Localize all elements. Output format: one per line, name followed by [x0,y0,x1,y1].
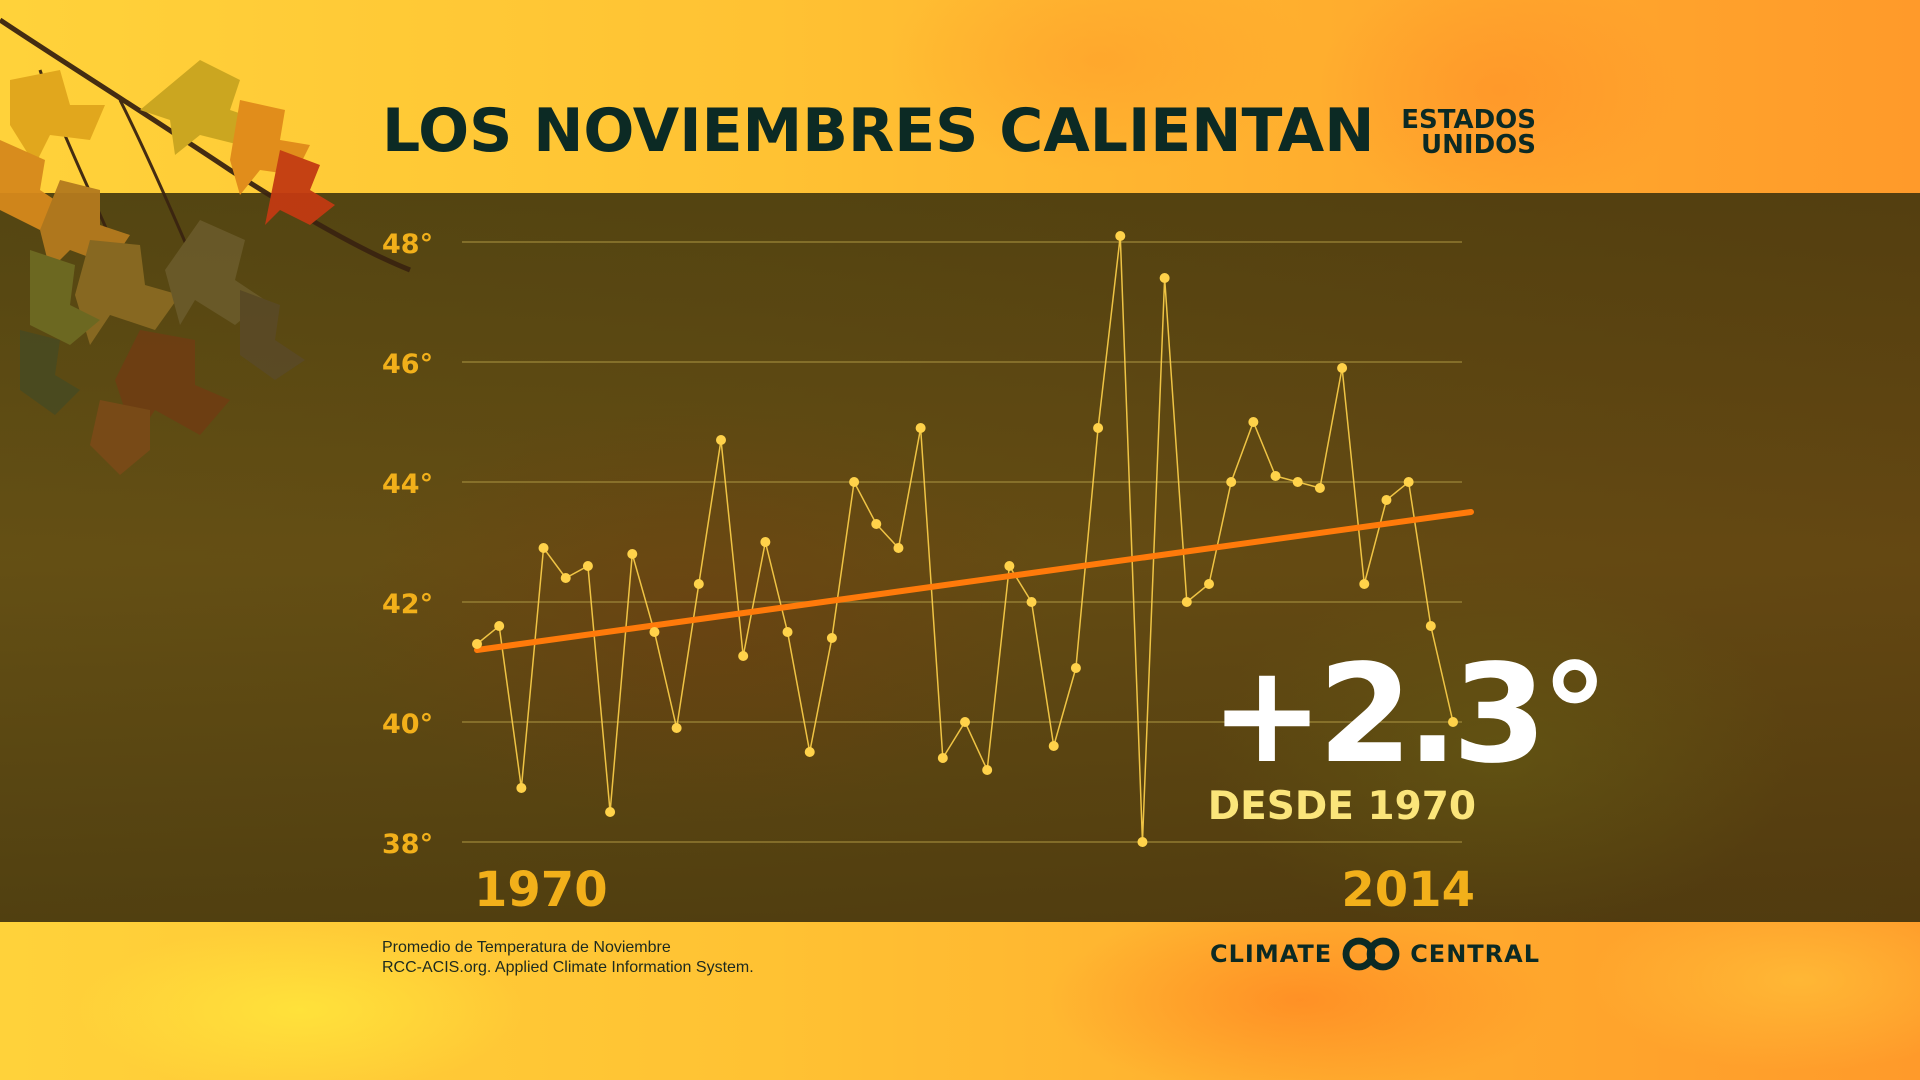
data-point [1204,579,1214,589]
data-point [960,717,970,727]
data-point [716,435,726,445]
region-line-1: ESTADOS [1401,105,1536,135]
source-line-1: Promedio de Temperatura de Noviembre [382,939,671,956]
data-point [1270,471,1281,481]
data-point [760,537,771,547]
data-point [516,783,527,793]
data-point [560,573,571,583]
data-point [1159,273,1170,283]
data-point [1226,477,1237,487]
climate-central-logo: CLIMATE CENTRAL [1210,936,1540,972]
y-tick-label: 46° [382,349,433,380]
data-point [1048,741,1059,751]
data-point [804,747,815,757]
x-axis-ticks: 1970 2014 [474,862,1475,918]
data-point [1448,717,1458,727]
data-point [826,633,837,643]
data-point [849,477,860,487]
data-point [649,627,660,637]
data-point [982,765,993,775]
data-points [472,231,1458,847]
y-tick-label: 48° [382,229,433,260]
y-tick-label: 40° [382,709,433,740]
change-since-label: DESDE 1970 [1207,784,1476,829]
data-point [472,639,482,649]
data-point [1337,363,1348,373]
data-point [627,549,638,559]
data-point [1292,477,1303,487]
chart-title: LOS NOVIEMBRES CALIENTAN [382,96,1375,166]
data-point [1403,477,1414,487]
chart-panel [0,193,1920,922]
data-point [738,651,749,661]
data-point [1137,837,1148,847]
data-point [582,561,593,571]
data-point [1004,561,1015,571]
data-point [1314,483,1325,493]
x-tick-label: 2014 [1341,862,1475,918]
region-line-2: UNIDOS [1421,130,1536,160]
data-point [671,723,682,733]
x-tick-label: 1970 [474,862,608,918]
data-point [915,423,926,433]
source-line-2: RCC-ACIS.org. Applied Climate Informatio… [382,959,754,976]
data-point [893,543,904,553]
data-point [538,543,549,553]
data-point [494,621,505,631]
data-point [1115,231,1126,241]
data-point [1026,597,1037,607]
y-tick-label: 42° [382,589,433,620]
trend-segment [474,509,1474,653]
data-point [937,753,948,763]
source-note: Promedio de Temperatura de Noviembre RCC… [382,938,754,978]
y-tick-label: 44° [382,469,433,500]
region-label: ESTADOS UNIDOS [1380,105,1536,160]
data-point [693,579,704,589]
data-point [1425,621,1436,631]
y-axis-ticks: 48° 46° 44° 42° 40° 38° [382,229,433,860]
data-point [1381,495,1392,505]
maple-leaves-decoration [0,17,411,475]
logo-word-left: CLIMATE [1210,940,1333,968]
y-tick-label: 38° [382,829,433,860]
trend-line [474,509,1474,653]
data-point [871,519,882,529]
data-point [1093,423,1104,433]
data-point [605,807,616,817]
data-point [1070,663,1081,673]
change-value: +2.3° [1210,636,1609,794]
data-point [782,627,793,637]
logo-rings-icon [1342,937,1400,971]
data-point [1248,417,1259,427]
data-point [1359,579,1370,589]
data-point [1181,597,1192,607]
logo-word-right: CENTRAL [1410,940,1540,968]
